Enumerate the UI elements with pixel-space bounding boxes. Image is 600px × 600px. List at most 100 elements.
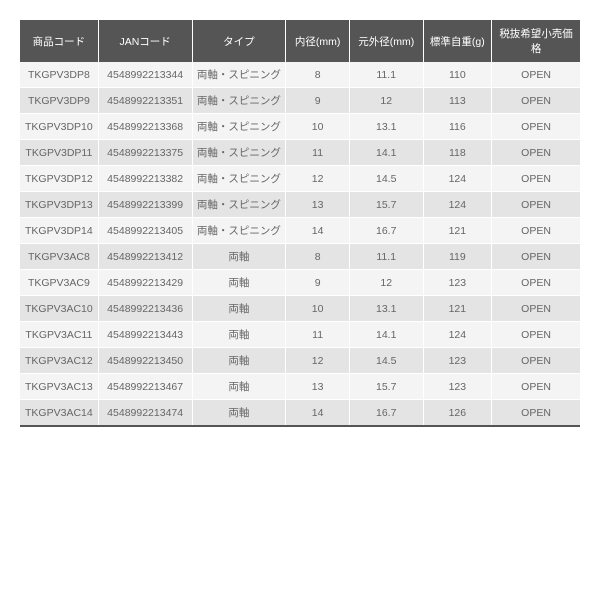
table-cell: TKGPV3AC9 — [20, 270, 98, 296]
table-cell: 両軸 — [192, 270, 286, 296]
table-cell: 8 — [286, 62, 350, 88]
table-cell: TKGPV3DP14 — [20, 218, 98, 244]
table-cell: TKGPV3DP11 — [20, 140, 98, 166]
spec-table: 商品コードJANコードタイプ内径(mm)元外径(mm)標準自重(g)税抜希望小売… — [20, 20, 580, 427]
table-cell: 14.1 — [349, 322, 423, 348]
table-cell: 4548992213399 — [98, 192, 192, 218]
table-row: TKGPV3DP144548992213405両軸・スピニング1416.7121… — [20, 218, 580, 244]
col-header: 元外径(mm) — [349, 20, 423, 62]
table-cell: 124 — [423, 322, 492, 348]
table-row: TKGPV3DP114548992213375両軸・スピニング1114.1118… — [20, 140, 580, 166]
table-cell: 12 — [349, 270, 423, 296]
table-cell: OPEN — [492, 400, 580, 427]
table-cell: OPEN — [492, 348, 580, 374]
table-cell: 14.1 — [349, 140, 423, 166]
table-cell: OPEN — [492, 192, 580, 218]
table-cell: 15.7 — [349, 192, 423, 218]
table-cell: TKGPV3DP10 — [20, 114, 98, 140]
table-row: TKGPV3AC134548992213467両軸1315.7123OPEN — [20, 374, 580, 400]
table-cell: 両軸 — [192, 322, 286, 348]
table-cell: 12 — [286, 166, 350, 192]
table-cell: 123 — [423, 270, 492, 296]
table-row: TKGPV3DP104548992213368両軸・スピニング1013.1116… — [20, 114, 580, 140]
table-cell: 4548992213375 — [98, 140, 192, 166]
table-cell: OPEN — [492, 244, 580, 270]
table-cell: 両軸・スピニング — [192, 140, 286, 166]
table-cell: 両軸 — [192, 400, 286, 427]
table-cell: 12 — [286, 348, 350, 374]
table-row: TKGPV3DP94548992213351両軸・スピニング912113OPEN — [20, 88, 580, 114]
table-cell: 11.1 — [349, 244, 423, 270]
table-cell: 4548992213450 — [98, 348, 192, 374]
table-cell: 13 — [286, 192, 350, 218]
col-header: JANコード — [98, 20, 192, 62]
table-cell: 両軸・スピニング — [192, 218, 286, 244]
table-row: TKGPV3AC144548992213474両軸1416.7126OPEN — [20, 400, 580, 427]
table-cell: 14.5 — [349, 166, 423, 192]
table-cell: 119 — [423, 244, 492, 270]
table-cell: 両軸・スピニング — [192, 88, 286, 114]
table-cell: 4548992213351 — [98, 88, 192, 114]
table-cell: 両軸 — [192, 244, 286, 270]
table-cell: 15.7 — [349, 374, 423, 400]
table-cell: TKGPV3AC10 — [20, 296, 98, 322]
table-cell: 118 — [423, 140, 492, 166]
table-cell: TKGPV3DP12 — [20, 166, 98, 192]
table-cell: 16.7 — [349, 400, 423, 427]
table-cell: 123 — [423, 348, 492, 374]
table-cell: 両軸・スピニング — [192, 192, 286, 218]
table-cell: 両軸・スピニング — [192, 62, 286, 88]
table-cell: 4548992213368 — [98, 114, 192, 140]
table-row: TKGPV3AC84548992213412両軸811.1119OPEN — [20, 244, 580, 270]
table-cell: 14 — [286, 218, 350, 244]
table-cell: 両軸・スピニング — [192, 114, 286, 140]
table-header: 商品コードJANコードタイプ内径(mm)元外径(mm)標準自重(g)税抜希望小売… — [20, 20, 580, 62]
table-cell: 11 — [286, 322, 350, 348]
table-cell: 4548992213382 — [98, 166, 192, 192]
table-cell: 両軸 — [192, 374, 286, 400]
table-cell: TKGPV3DP8 — [20, 62, 98, 88]
table-cell: 121 — [423, 296, 492, 322]
table-row: TKGPV3DP84548992213344両軸・スピニング811.1110OP… — [20, 62, 580, 88]
table-row: TKGPV3AC104548992213436両軸1013.1121OPEN — [20, 296, 580, 322]
table-cell: TKGPV3AC8 — [20, 244, 98, 270]
table-row: TKGPV3DP124548992213382両軸・スピニング1214.5124… — [20, 166, 580, 192]
col-header: 内径(mm) — [286, 20, 350, 62]
table-cell: 4548992213405 — [98, 218, 192, 244]
table-cell: 4548992213436 — [98, 296, 192, 322]
col-header: 商品コード — [20, 20, 98, 62]
table-cell: 124 — [423, 166, 492, 192]
table-cell: TKGPV3AC13 — [20, 374, 98, 400]
col-header: 標準自重(g) — [423, 20, 492, 62]
table-cell: 両軸 — [192, 296, 286, 322]
table-cell: 123 — [423, 374, 492, 400]
table-cell: OPEN — [492, 114, 580, 140]
table-cell: 4548992213443 — [98, 322, 192, 348]
table-cell: TKGPV3AC11 — [20, 322, 98, 348]
table-cell: 14 — [286, 400, 350, 427]
table-cell: OPEN — [492, 88, 580, 114]
col-header: 税抜希望小売価格 — [492, 20, 580, 62]
table-cell: 116 — [423, 114, 492, 140]
table-cell: 16.7 — [349, 218, 423, 244]
table-cell: OPEN — [492, 322, 580, 348]
table-cell: 4548992213412 — [98, 244, 192, 270]
table-cell: OPEN — [492, 62, 580, 88]
table-cell: TKGPV3AC14 — [20, 400, 98, 427]
table-cell: 両軸 — [192, 348, 286, 374]
table-cell: TKGPV3AC12 — [20, 348, 98, 374]
table-cell: 両軸・スピニング — [192, 166, 286, 192]
table-cell: 11 — [286, 140, 350, 166]
table-cell: 126 — [423, 400, 492, 427]
table-row: TKGPV3AC114548992213443両軸1114.1124OPEN — [20, 322, 580, 348]
table-cell: 124 — [423, 192, 492, 218]
table-cell: 11.1 — [349, 62, 423, 88]
table-cell: 4548992213344 — [98, 62, 192, 88]
table-body: TKGPV3DP84548992213344両軸・スピニング811.1110OP… — [20, 62, 580, 426]
table-cell: 121 — [423, 218, 492, 244]
table-cell: 13.1 — [349, 114, 423, 140]
table-cell: 110 — [423, 62, 492, 88]
col-header: タイプ — [192, 20, 286, 62]
table-cell: TKGPV3DP9 — [20, 88, 98, 114]
table-cell: 13 — [286, 374, 350, 400]
